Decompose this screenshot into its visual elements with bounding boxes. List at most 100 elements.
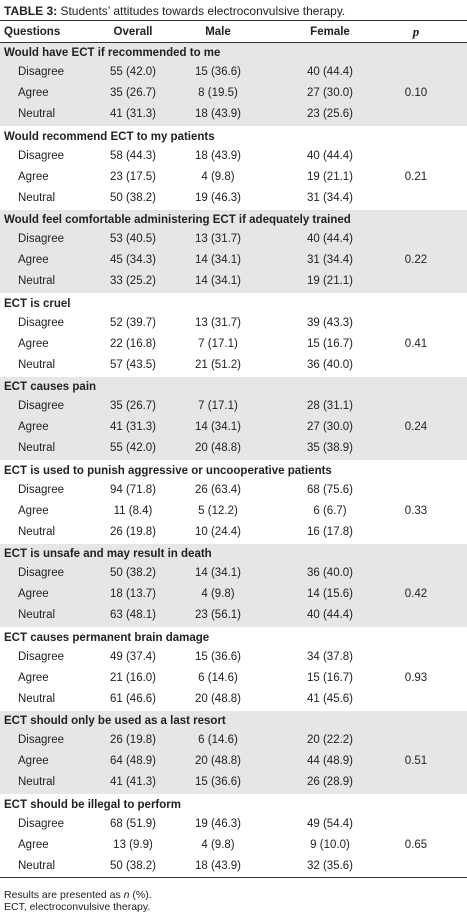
response-label: Agree xyxy=(18,421,49,433)
cell: 40 (44.4) xyxy=(306,233,354,245)
response-label: Neutral xyxy=(18,525,56,538)
cell: 19 (46.3) xyxy=(194,191,242,204)
response-label: Agree xyxy=(18,170,49,183)
cell: 44 (48.9) xyxy=(306,755,354,767)
cell: 50 (38.2) xyxy=(109,859,157,872)
cell: 13 (31.7) xyxy=(194,233,242,245)
cell: 35 (26.7) xyxy=(109,400,157,412)
cell: 23 (17.5) xyxy=(109,170,157,183)
group-band xyxy=(0,210,467,293)
cell: 20 (48.8) xyxy=(194,442,242,454)
question: Would have ECT if recommended to me xyxy=(4,47,221,59)
cell: 15 (36.6) xyxy=(194,776,242,788)
cell: 31 (34.4) xyxy=(306,191,354,204)
cell: 21 (51.2) xyxy=(194,358,242,371)
response-label: Agree xyxy=(18,671,49,684)
response-label: Agree xyxy=(18,504,49,517)
cell: 31 (34.4) xyxy=(306,254,354,266)
cell: 15 (16.7) xyxy=(306,337,354,350)
title-text: Students’ attitudes towards electroconvu… xyxy=(57,4,346,18)
cell: 68 (75.6) xyxy=(306,483,354,496)
cell: 13 (9.9) xyxy=(113,838,153,851)
question: ECT causes pain xyxy=(4,381,97,393)
cell: 41 (45.6) xyxy=(306,692,354,705)
cell: 40 (44.4) xyxy=(306,149,354,162)
cell: 55 (42.0) xyxy=(109,66,157,78)
cell: 35 (26.7) xyxy=(109,87,157,99)
header-cell: Overall xyxy=(113,26,153,38)
cell: 20 (48.8) xyxy=(194,692,242,705)
cell: 45 (34.3) xyxy=(109,254,157,266)
cell: 49 (37.4) xyxy=(109,650,157,663)
question: ECT should only be used as a last resort xyxy=(4,715,226,727)
response-label: Disagree xyxy=(18,149,65,162)
response-label: Disagree xyxy=(18,483,65,496)
footnote: Results are presented as n (%). xyxy=(4,885,152,905)
rule xyxy=(0,42,467,43)
cell: 33 (25.2) xyxy=(109,275,157,287)
cell: 19 (46.3) xyxy=(194,817,242,830)
p-value: 0.10 xyxy=(404,87,428,99)
cell: 50 (38.2) xyxy=(109,191,157,204)
header-cell: Male xyxy=(205,26,231,38)
cell: 39 (43.3) xyxy=(306,316,354,329)
question: ECT should be illegal to perform xyxy=(4,798,181,811)
footnote-italic: n xyxy=(123,889,130,901)
p-value: 0.33 xyxy=(404,504,428,517)
cell: 4 (9.8) xyxy=(201,588,235,600)
cell: 41 (41.3) xyxy=(109,776,157,788)
cell: 94 (71.8) xyxy=(109,483,157,496)
response-label: Agree xyxy=(18,755,49,767)
cell: 6 (14.6) xyxy=(198,734,238,746)
response-label: Neutral xyxy=(18,859,56,872)
cell: 64 (48.9) xyxy=(109,755,157,767)
response-label: Disagree xyxy=(18,66,65,78)
question: Would recommend ECT to my patients xyxy=(4,130,215,143)
group-band xyxy=(0,711,467,794)
title-label: TABLE 3: xyxy=(4,4,58,18)
cell: 21 (16.0) xyxy=(109,671,157,684)
cell: 26 (19.8) xyxy=(109,734,157,746)
cell: 4 (9.8) xyxy=(201,838,235,851)
cell: 11 (8.4) xyxy=(113,504,153,517)
header-cell: Questions xyxy=(4,26,61,38)
cell: 13 (31.7) xyxy=(194,316,242,329)
cell: 7 (17.1) xyxy=(198,337,238,350)
cell: 27 (30.0) xyxy=(306,421,354,433)
cell: 57 (43.5) xyxy=(109,358,157,371)
response-label: Disagree xyxy=(18,233,65,245)
cell: 52 (39.7) xyxy=(109,316,157,329)
p-value: 0.93 xyxy=(404,671,428,684)
response-label: Neutral xyxy=(18,692,56,705)
cell: 15 (36.6) xyxy=(194,66,242,78)
cell: 6 (14.6) xyxy=(198,671,238,684)
cell: 14 (34.1) xyxy=(194,421,242,433)
cell: 8 (19.5) xyxy=(198,87,238,99)
cell: 18 (13.7) xyxy=(109,588,157,600)
cell: 28 (31.1) xyxy=(306,400,354,412)
cell: 15 (36.6) xyxy=(194,650,242,663)
question: ECT is unsafe and may result in death xyxy=(4,548,212,560)
question: ECT causes permanent brain damage xyxy=(4,631,210,644)
cell: 68 (51.9) xyxy=(109,817,157,830)
response-label: Disagree xyxy=(18,316,65,329)
p-value: 0.41 xyxy=(404,337,428,350)
cell: 34 (37.8) xyxy=(306,650,354,663)
cell: 27 (30.0) xyxy=(306,87,354,99)
response-label: Neutral xyxy=(18,191,56,204)
cell: 18 (43.9) xyxy=(194,108,242,120)
response-label: Disagree xyxy=(18,650,65,663)
cell: 14 (34.1) xyxy=(194,567,242,579)
cell: 4 (9.8) xyxy=(201,170,235,183)
cell: 10 (24.4) xyxy=(194,525,242,538)
response-label: Agree xyxy=(18,254,49,266)
cell: 7 (17.1) xyxy=(198,400,238,412)
cell: 40 (44.4) xyxy=(306,66,354,78)
cell: 14 (34.1) xyxy=(194,254,242,266)
cell: 19 (21.1) xyxy=(306,170,354,183)
cell: 20 (22.2) xyxy=(306,734,354,746)
cell: 9 (10.0) xyxy=(310,838,350,851)
cell: 36 (40.0) xyxy=(306,567,354,579)
rule xyxy=(0,20,467,21)
